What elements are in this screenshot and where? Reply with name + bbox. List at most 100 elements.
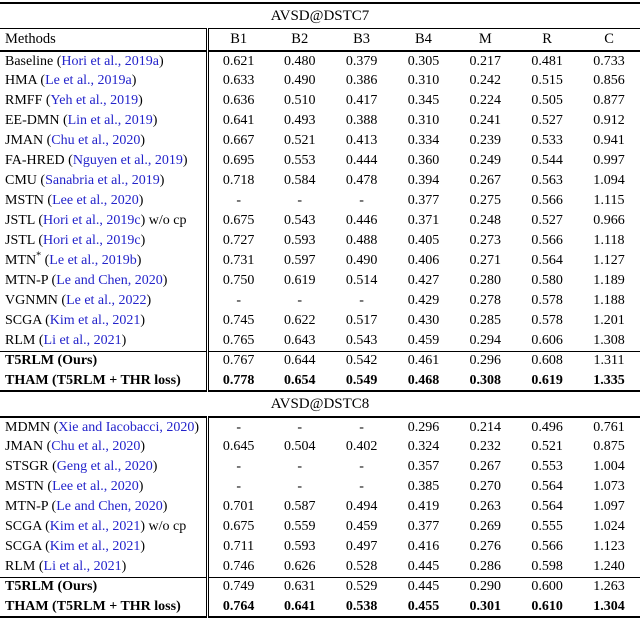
citation-link[interactable]: Chu et al., 2020 <box>51 439 141 454</box>
metric-value: - <box>297 419 303 435</box>
metric-value: 0.345 <box>407 93 440 108</box>
metric-value: 0.413 <box>345 133 378 148</box>
method-name: JMAN <box>5 133 44 148</box>
metric-value: 0.610 <box>531 598 563 614</box>
metric-value: 0.419 <box>407 499 440 514</box>
citation-link[interactable]: Le et al., 2019a <box>45 73 132 88</box>
metric-value: 0.445 <box>392 576 455 597</box>
method-cell: JSTL (Hori et al., 2019c) <box>5 233 146 248</box>
metric-value: - <box>359 193 364 208</box>
table-row: RLM (Li et al., 2021) 0.765 0.643 0.543 0.45… <box>0 331 640 351</box>
metric-value: 0.505 <box>531 93 563 108</box>
metric-value: 0.765 <box>205 331 269 351</box>
metric-value: 0.580 <box>531 273 563 288</box>
citation-link[interactable]: Kim et al., 2021 <box>49 519 141 534</box>
metric-value: 0.242 <box>469 73 502 88</box>
citation-link[interactable]: Le et al., 2022 <box>66 293 147 308</box>
metric-value: - <box>205 417 269 437</box>
table-row: T5RLM (Ours) 0.749 0.631 0.529 0.445 0.290 0.6… <box>0 576 640 597</box>
metric-value: 0.711 <box>205 537 269 557</box>
citation-link[interactable]: Lee et al., 2020 <box>52 193 139 208</box>
metric-value: 1.024 <box>593 519 625 534</box>
metric-value: 0.563 <box>531 173 563 188</box>
method-cell: T5RLM (Ours) <box>0 350 207 371</box>
metric-value: 0.480 <box>284 53 316 69</box>
metric-value: 0.269 <box>469 519 502 534</box>
citation-link[interactable]: Nguyen et al., 2019 <box>72 153 183 168</box>
metric-value: 1.094 <box>593 173 625 188</box>
metric-value: 0.445 <box>407 558 440 574</box>
metric-value: 0.224 <box>469 93 502 108</box>
metric-value: - <box>359 479 364 494</box>
metric-value: 0.593 <box>284 233 316 248</box>
citation-link[interactable]: Li et al., 2021 <box>43 332 122 348</box>
citation-link[interactable]: Hori et al., 2019c <box>43 233 141 248</box>
table-row: HMA (Le et al., 2019a) 0.633 0.490 0.386 0.3… <box>0 71 640 91</box>
metric-value: 0.427 <box>407 273 440 288</box>
metric-value: 0.270 <box>469 479 502 494</box>
table-row: FA-HRED (Nguyen et al., 2019) 0.695 0.553 0… <box>0 151 640 171</box>
citation-link[interactable]: Kim et al., 2021 <box>49 539 141 554</box>
metric-value: 0.504 <box>284 439 316 454</box>
metric-value: 0.997 <box>593 153 625 168</box>
metric-value: 0.360 <box>407 153 440 168</box>
citation-link[interactable]: Le and Chen, 2020 <box>56 273 163 288</box>
table-row: CMU (Sanabria et al., 2019) 0.718 0.584 0.4… <box>0 171 640 191</box>
citation-link[interactable]: Lee et al., 2020 <box>52 479 139 494</box>
citation-link[interactable]: Hori et al., 2019c <box>43 213 141 228</box>
citation-link[interactable]: Li et al., 2021 <box>43 558 122 574</box>
metric-value: 0.217 <box>469 53 502 69</box>
metric-value: 0.527 <box>531 113 563 128</box>
section-title-dstc8: AVSD@DSTC8 <box>0 390 640 418</box>
metric-value: 1.308 <box>593 332 625 348</box>
method-name: JMAN <box>5 439 44 454</box>
metric-value: 0.731 <box>205 251 269 271</box>
metric-value: 0.528 <box>345 558 378 574</box>
table-row: RMFF (Yeh et al., 2019) 0.636 0.510 0.417 0.… <box>0 91 640 111</box>
citation-link[interactable]: Le et al., 2019b <box>49 253 137 268</box>
citation-link[interactable]: Xie and Iacobacci, 2020 <box>58 419 195 435</box>
metric-value: 0.488 <box>345 233 378 248</box>
citation-link[interactable]: Sanabria et al., 2019 <box>45 173 160 188</box>
metric-value: 0.521 <box>531 439 563 454</box>
citation-link[interactable]: Kim et al., 2021 <box>49 313 141 328</box>
metric-value: 0.334 <box>407 133 440 148</box>
metric-value: 1.004 <box>593 459 625 474</box>
method-name: MSTN <box>5 193 44 208</box>
section1-head: AVSD@DSTC7 Methods B1 B2 B3 B4 M R C <box>0 3 640 52</box>
metric-value: 0.566 <box>531 233 563 248</box>
method-cell: THAM (T5RLM + THR loss) <box>0 597 207 617</box>
metric-value: 1.127 <box>593 253 625 268</box>
metric-value: 1.188 <box>593 293 625 308</box>
table-row: MSTN (Lee et al., 2020) - - - 0.377 0.275 0.56… <box>0 191 640 211</box>
citation-link[interactable]: Hori et al., 2019a <box>61 53 159 69</box>
metric-value: 0.446 <box>345 213 378 228</box>
metric-value: 0.727 <box>205 231 269 251</box>
citation-link[interactable]: Le and Chen, 2020 <box>56 499 163 514</box>
metric-value: 0.310 <box>407 113 440 128</box>
metric-value: 0.481 <box>531 53 563 69</box>
method-name: RMFF <box>5 93 43 108</box>
table-row: MTN-P (Le and Chen, 2020) 0.701 0.587 0.494… <box>0 497 640 517</box>
metric-value: 0.280 <box>469 273 502 288</box>
table-row: THAM (T5RLM + THR loss) 0.778 0.654 0.549 0.… <box>0 371 640 391</box>
citation-link[interactable]: Lin et al., 2019 <box>67 113 153 128</box>
metric-value: - <box>359 293 364 308</box>
table-row: MTN-P (Le and Chen, 2020) 0.750 0.619 0.514… <box>0 271 640 291</box>
metric-value: 0.555 <box>531 519 563 534</box>
citation-link[interactable]: Geng et al., 2020 <box>56 459 153 474</box>
citation-link[interactable]: Chu et al., 2020 <box>51 133 141 148</box>
metric-value: 0.455 <box>407 598 440 614</box>
table-row: JSTL (Hori et al., 2019c) w/o cp 0.675 0.5… <box>0 211 640 231</box>
metric-value: 0.357 <box>407 459 440 474</box>
metric-value: 0.529 <box>330 576 393 597</box>
metric-value: 0.429 <box>407 293 440 308</box>
metric-value: 0.296 <box>454 350 517 371</box>
citation-link[interactable]: Yeh et al., 2019 <box>50 93 139 108</box>
metric-value: 0.549 <box>345 372 378 388</box>
method-cell: CMU (Sanabria et al., 2019) <box>5 173 165 188</box>
table-row: SCGA (Kim et al., 2021) 0.711 0.593 0.497 0.… <box>0 537 640 557</box>
method-name: Baseline <box>5 53 54 69</box>
metric-value: 0.593 <box>284 539 316 554</box>
metric-value: 0.459 <box>345 519 378 534</box>
